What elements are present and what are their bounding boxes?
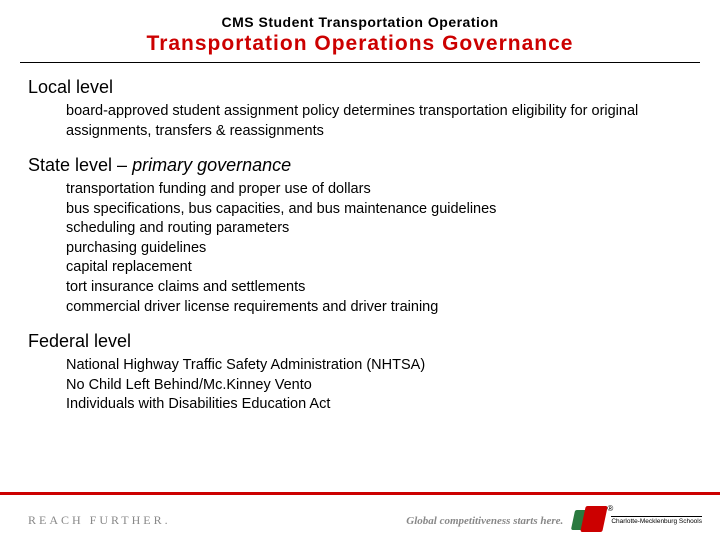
section-body-local: board-approved student assignment policy… bbox=[28, 102, 692, 141]
content-area: Local level board-approved student assig… bbox=[0, 63, 720, 415]
list-item: National Highway Traffic Safety Administ… bbox=[66, 356, 682, 376]
section-body-federal: National Highway Traffic Safety Administ… bbox=[28, 356, 692, 415]
slide-footer: REACH FURTHER. Global competitiveness st… bbox=[0, 492, 720, 540]
cms-logo-text: Charlotte-Mecklenburg Schools bbox=[611, 516, 702, 526]
slide-container: CMS Student Transportation Operation Tra… bbox=[0, 0, 720, 540]
header-title: Transportation Operations Governance bbox=[0, 32, 720, 56]
section-title-text: Federal level bbox=[28, 331, 131, 351]
list-item: bus specifications, bus capacities, and … bbox=[66, 200, 682, 220]
footer-content: REACH FURTHER. Global competitiveness st… bbox=[0, 495, 720, 540]
section-title-federal: Federal level bbox=[28, 331, 692, 352]
header-subtitle: CMS Student Transportation Operation bbox=[0, 14, 720, 30]
list-item: tort insurance claims and settlements bbox=[66, 278, 682, 298]
list-item: scheduling and routing parameters bbox=[66, 219, 682, 239]
list-item: Individuals with Disabilities Education … bbox=[66, 395, 682, 415]
cms-logo: ® Charlotte-Mecklenburg Schools bbox=[573, 506, 702, 536]
section-title-state: State level – primary governance bbox=[28, 155, 692, 176]
list-item: purchasing guidelines bbox=[66, 239, 682, 259]
list-item: No Child Left Behind/Mc.Kinney Vento bbox=[66, 376, 682, 396]
section-title-italic: primary governance bbox=[132, 155, 291, 175]
section-body-state: transportation funding and proper use of… bbox=[28, 180, 692, 317]
list-item: commercial driver license requirements a… bbox=[66, 298, 682, 318]
registered-mark: ® bbox=[607, 504, 613, 513]
section-title-text: Local level bbox=[28, 77, 113, 97]
footer-tagline: Global competitiveness starts here. bbox=[406, 515, 563, 527]
cms-logo-mark-icon: ® bbox=[573, 506, 607, 536]
footer-right: Global competitiveness starts here. ® Ch… bbox=[406, 506, 702, 536]
reach-further-text: REACH FURTHER. bbox=[28, 513, 171, 528]
list-item: transportation funding and proper use of… bbox=[66, 180, 682, 200]
section-title-local: Local level bbox=[28, 77, 692, 98]
list-item: capital replacement bbox=[66, 258, 682, 278]
list-item: board-approved student assignment policy… bbox=[66, 102, 682, 141]
slide-header: CMS Student Transportation Operation Tra… bbox=[0, 0, 720, 56]
section-title-text: State level – bbox=[28, 155, 132, 175]
